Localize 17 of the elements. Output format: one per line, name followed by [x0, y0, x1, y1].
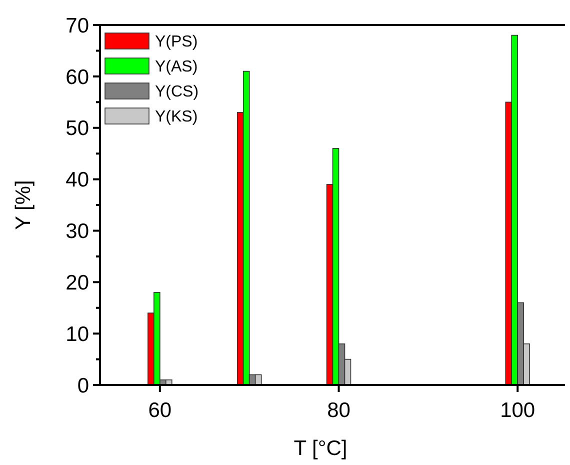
legend-label: Y(PS) — [155, 34, 198, 51]
legend-label: Y(AS) — [155, 58, 198, 76]
y-tick-label: 60 — [66, 66, 89, 89]
y-axis-title: Y [%] — [12, 180, 35, 230]
y-tick-label: 40 — [66, 168, 89, 192]
y-tick-label: 10 — [66, 322, 89, 346]
y-tick-label: 0 — [77, 374, 89, 398]
y-tick-label: 70 — [66, 14, 89, 38]
x-axis-title: T [°C] — [294, 437, 348, 460]
legend-label: Y(CS) — [155, 84, 199, 101]
legend-label: Y(KS) — [155, 108, 198, 126]
x-tick-label: 60 — [148, 399, 172, 422]
y-tick-label: 50 — [66, 117, 89, 140]
x-tick-label: 80 — [327, 399, 350, 422]
x-tick-label: 100 — [500, 399, 536, 422]
y-tick-label: 20 — [66, 271, 89, 294]
y-tick-label: 30 — [66, 220, 89, 244]
